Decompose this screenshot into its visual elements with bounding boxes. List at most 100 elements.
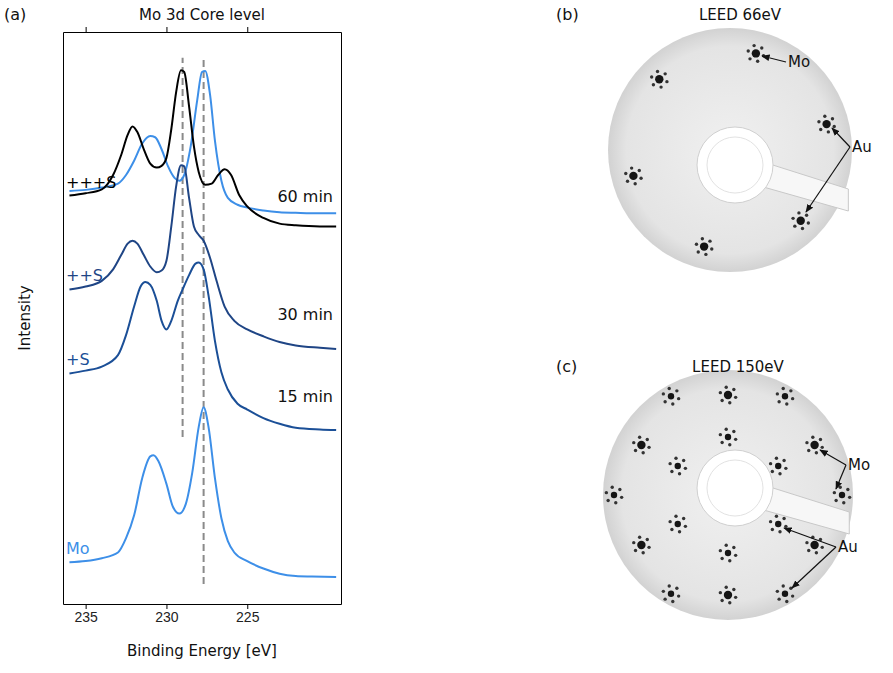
spot-satellite: [819, 438, 822, 441]
spot-satellite: [632, 541, 635, 544]
spot-satellite: [674, 456, 677, 459]
spot-satellite: [789, 389, 792, 392]
label-arrow: [806, 147, 850, 212]
spectrum-line: [69, 407, 336, 577]
leed-spot: [719, 543, 738, 562]
figure: 235230225Mo+S15 min++S30 min+++S60 minMo…: [0, 0, 893, 673]
spot-satellite: [663, 597, 666, 600]
leed-screen: [603, 370, 853, 620]
leed-spot: [668, 456, 687, 475]
spot-satellite: [791, 594, 794, 597]
x-axis: 235230225: [64, 604, 342, 625]
spot-satellite: [725, 585, 728, 588]
leed-spot: [719, 427, 738, 446]
spot-satellite: [732, 546, 735, 549]
spot-satellite: [848, 496, 851, 499]
spot-satellite: [785, 402, 788, 405]
spot-satellite: [756, 60, 759, 63]
spot-satellite: [769, 462, 772, 465]
spot-satellite: [630, 166, 633, 169]
spot-satellite: [776, 392, 779, 395]
spot-satellite: [633, 182, 636, 185]
leed-spot: [805, 535, 824, 554]
gun-head: [697, 450, 773, 526]
spot-core: [700, 242, 708, 250]
spectrum-line: [69, 70, 336, 226]
spot-core: [724, 391, 732, 399]
spot-satellite: [734, 438, 737, 441]
spot-core: [675, 463, 681, 469]
spot-satellite: [701, 237, 704, 240]
leed-spot: [662, 387, 681, 406]
spot-satellite: [728, 443, 731, 446]
panel-title: LEED 66eV: [699, 6, 782, 24]
x-tick-label: 230: [155, 609, 179, 625]
spot-satellite: [760, 46, 763, 49]
spot-satellite: [675, 389, 678, 392]
spot-satellite: [782, 517, 785, 520]
spot-satellite: [732, 588, 735, 591]
spot-satellite: [638, 435, 641, 438]
spot-satellite: [659, 85, 662, 88]
series-label: +++S: [66, 173, 116, 192]
spot-core: [725, 550, 731, 556]
leed-spot: [769, 514, 788, 533]
label-arrow: [832, 128, 850, 147]
spot-satellite: [734, 596, 737, 599]
spot-satellite: [650, 75, 653, 78]
spot-satellite: [833, 491, 836, 494]
x-tick-mark-top: [166, 27, 167, 32]
spot-core: [637, 441, 645, 449]
spot-satellite: [647, 546, 650, 549]
spot-satellite: [789, 587, 792, 590]
spot-satellite: [647, 446, 650, 449]
spot-core: [752, 49, 760, 57]
leed-spot: [624, 166, 643, 185]
panel-title: LEED 150eV: [692, 358, 784, 376]
spot-satellite: [652, 83, 655, 86]
spot-satellite: [675, 587, 678, 590]
x-tick: 230: [155, 604, 179, 625]
leed-spot: [805, 435, 824, 454]
spot-label: Mo: [788, 53, 810, 71]
label-arrow: [820, 450, 846, 465]
spot-satellite: [678, 472, 681, 475]
spot-satellite: [670, 470, 673, 473]
leed-spot: [650, 70, 669, 89]
spot-satellite: [646, 538, 649, 541]
spot-satellite: [624, 172, 627, 175]
spot-satellite: [725, 385, 728, 388]
spot-satellite: [782, 387, 785, 390]
spot-core: [775, 463, 781, 469]
electron-gun: [697, 450, 849, 534]
label-arrow: [762, 56, 786, 62]
spot-satellite: [752, 44, 755, 47]
spot-satellite: [807, 549, 810, 552]
leed-spot: [632, 435, 651, 454]
x-tick-label: 235: [74, 609, 98, 625]
spot-satellite: [671, 600, 674, 603]
spot-satellite: [834, 499, 837, 502]
x-tick-mark-top: [247, 27, 248, 32]
spectrum-line: [69, 263, 336, 431]
spot-satellite: [639, 177, 642, 180]
spot-satellite: [811, 435, 814, 438]
leed-spot: [833, 485, 852, 504]
spot-core: [675, 521, 681, 527]
panel-letter: (a): [4, 5, 26, 24]
spot-satellite: [728, 601, 731, 604]
spot-satellite: [720, 557, 723, 560]
spot-satellite: [682, 459, 685, 462]
spot-satellite: [776, 590, 779, 593]
x-tick-top: [166, 27, 167, 32]
leed-spot: [632, 535, 651, 554]
x-tick-mark-top: [86, 27, 87, 32]
spot-label: Au: [852, 138, 872, 156]
x-axis-top-line: [64, 32, 342, 33]
spot-satellite: [605, 491, 608, 494]
time-label: 15 min: [277, 387, 333, 406]
leed-panel: [603, 370, 853, 620]
series-label: +S: [66, 350, 90, 369]
spot-satellite: [697, 250, 700, 253]
spot-satellite: [846, 488, 849, 491]
